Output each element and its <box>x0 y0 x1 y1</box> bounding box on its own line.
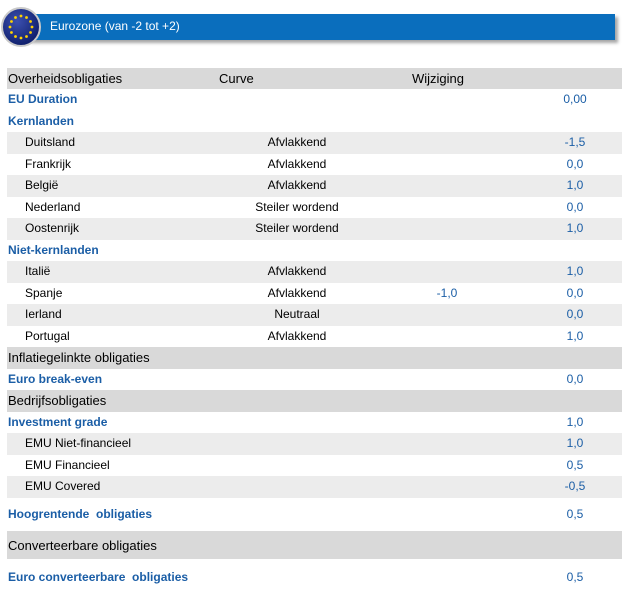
table-row: Ierland Neutraal 0,0 <box>7 304 622 326</box>
flag-star <box>29 20 32 23</box>
row-value: 0,5 <box>566 506 584 521</box>
row-curve: Afvlakkend <box>267 328 327 343</box>
row-label: EU Duration <box>8 92 78 106</box>
table-row: EMU Niet-financieel 1,0 <box>7 433 622 455</box>
flag-star <box>19 14 23 18</box>
table-row: EMU Covered -0,5 <box>7 476 622 498</box>
flag-star <box>14 35 17 38</box>
row-value: 1,0 <box>566 178 584 192</box>
column-header-change: Wijziging <box>412 71 465 86</box>
row-label: Nederland <box>25 199 81 214</box>
table-row: België Afvlakkend 1,0 <box>7 175 622 197</box>
row-value: 0,0 <box>566 371 584 386</box>
row-label: EMU Financieel <box>25 457 110 472</box>
row-value: 1,0 <box>566 221 584 235</box>
row-label: Euro converteerbare obligaties <box>8 570 189 584</box>
row-value: 0,0 <box>566 285 584 300</box>
table-row: Frankrijk Afvlakkend 0,0 <box>7 154 622 176</box>
row-label: Ierland <box>25 307 62 321</box>
table-row: Euro break-even 0,0 <box>7 369 622 391</box>
table-row: Duitsland Afvlakkend -1,5 <box>7 132 622 154</box>
row-label: EMU Covered <box>25 479 101 493</box>
row-value: 1,0 <box>566 414 584 429</box>
row-curve: Steiler wordend <box>255 221 339 235</box>
header-banner: Eurozone (van -2 tot +2) <box>0 0 625 50</box>
table-row: Spanje Afvlakkend -1,0 0,0 <box>7 283 622 305</box>
table-row: EU Duration 0,00 <box>7 89 622 111</box>
row-label: EMU Niet-financieel <box>25 436 132 450</box>
table-row: Hoogrentende obligaties 0,5 <box>7 504 622 526</box>
row-label: Niet-kernlanden <box>8 242 99 257</box>
eu-flag-icon <box>1 7 41 47</box>
row-value: 0,0 <box>566 156 584 171</box>
row-value: -1,5 <box>564 135 586 149</box>
row-value: 1,0 <box>566 328 584 343</box>
row-label: Portugal <box>25 328 70 343</box>
row-label: Italië <box>25 264 51 278</box>
flag-star <box>30 25 34 29</box>
section-label: Bedrijfsobligaties <box>8 393 107 408</box>
table-row: Italië Afvlakkend 1,0 <box>7 261 622 283</box>
flag-star <box>25 35 28 38</box>
row-label: Euro break-even <box>8 371 103 386</box>
row-value: 0,0 <box>566 199 584 214</box>
row-label: Frankrijk <box>25 156 72 171</box>
table-row: Portugal Afvlakkend 1,0 <box>7 326 622 348</box>
row-label: Spanje <box>25 285 63 300</box>
table-header: Overheidsobligaties Curve Wijziging <box>7 68 622 89</box>
column-header-name: Overheidsobligaties <box>8 71 123 86</box>
section-label: Converteerbare obligaties <box>8 538 157 553</box>
row-curve: Steiler wordend <box>255 199 339 214</box>
row-change: -1,0 <box>436 285 458 300</box>
row-value: 0,0 <box>566 307 584 321</box>
row-curve: Afvlakkend <box>267 135 327 149</box>
row-label: Duitsland <box>25 135 76 149</box>
row-curve: Afvlakkend <box>267 264 327 278</box>
page-title: Eurozone (van -2 tot +2) <box>50 19 180 33</box>
flag-star <box>19 36 23 40</box>
row-label: Kernlanden <box>8 113 75 128</box>
table-row: Oostenrijk Steiler wordend 1,0 <box>7 218 622 240</box>
table-row: Nederland Steiler wordend 0,0 <box>7 197 622 219</box>
section-header: Inflatiegelinkte obligaties <box>7 347 622 369</box>
row-label: Hoogrentende obligaties <box>8 506 153 521</box>
row-value: 1,0 <box>566 264 584 278</box>
section-header: Bedrijfsobligaties <box>7 390 622 412</box>
flag-star <box>25 16 28 19</box>
section-header: Converteerbare obligaties <box>7 531 622 559</box>
spacer <box>7 559 622 567</box>
row-curve: Afvlakkend <box>267 285 327 300</box>
table-row: Niet-kernlanden <box>7 240 622 262</box>
row-value: 0,5 <box>566 457 584 472</box>
row-value: -0,5 <box>564 479 586 493</box>
table-row: Euro converteerbare obligaties 0,5 <box>7 567 622 589</box>
row-label: België <box>25 178 59 192</box>
flag-star <box>29 31 32 34</box>
table-row: EMU Financieel 0,5 <box>7 455 622 477</box>
flag-star <box>10 31 13 34</box>
header-bar <box>28 14 615 40</box>
row-label: Investment grade <box>8 414 108 429</box>
column-header-curve: Curve <box>219 71 254 86</box>
flag-star <box>10 20 13 23</box>
bond-table: Overheidsobligaties Curve Wijziging EU D… <box>7 68 622 589</box>
row-curve: Afvlakkend <box>267 178 327 192</box>
table-row: Investment grade 1,0 <box>7 412 622 434</box>
section-label: Inflatiegelinkte obligaties <box>8 350 150 365</box>
row-value: 0,5 <box>566 570 584 584</box>
row-curve: Afvlakkend <box>267 156 327 171</box>
row-label: Oostenrijk <box>25 221 80 235</box>
table-row: Kernlanden <box>7 111 622 133</box>
row-value: 1,0 <box>566 436 584 450</box>
flag-star <box>14 16 17 19</box>
row-value: 0,00 <box>563 92 587 106</box>
row-curve: Neutraal <box>274 307 320 321</box>
flag-star <box>8 25 12 29</box>
